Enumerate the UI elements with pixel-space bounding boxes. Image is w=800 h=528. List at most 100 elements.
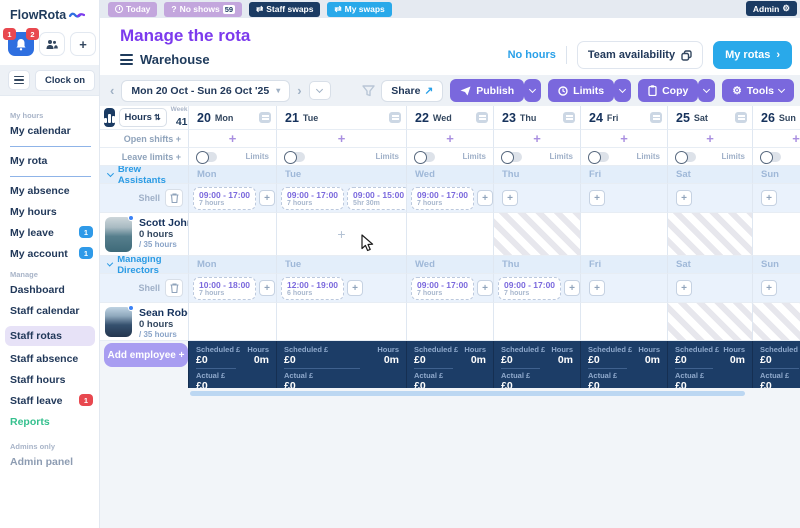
publish-button[interactable]: Publish <box>450 79 525 102</box>
my-swaps-button[interactable]: ⇄ My swaps <box>327 1 392 17</box>
hours-sort-dropdown[interactable]: Hours ⇅ <box>118 108 167 127</box>
trash-icon[interactable] <box>165 279 183 297</box>
my-rotas-button[interactable]: My rotas › <box>713 41 792 69</box>
add-shift-button[interactable]: + <box>676 280 692 296</box>
leave-limit-toggle[interactable] <box>414 151 435 164</box>
prev-week-button[interactable]: ‹ <box>110 83 115 98</box>
day-header-sat[interactable]: 25 Sat <box>667 106 752 130</box>
employee-card-scott-johnson[interactable]: Scott Johnson 0 hours / 35 hours <box>100 213 188 256</box>
section-header-brew-assistants[interactable]: Brew Assistants <box>100 166 188 184</box>
comment-icon[interactable] <box>563 112 575 123</box>
open-shift-add[interactable]: + <box>493 130 580 148</box>
team-availability-button[interactable]: Team availability <box>576 41 704 69</box>
date-range-dropdown[interactable]: Mon 20 Oct - Sun 26 Oct '25 ▾ <box>121 79 291 102</box>
shift-cell[interactable] <box>580 213 667 256</box>
leave-limit-toggle[interactable] <box>675 151 696 164</box>
employee-card-sean-robert[interactable]: Sean Robert 0 hours / 35 hours <box>100 303 188 341</box>
comment-icon[interactable] <box>476 112 488 123</box>
trash-icon[interactable] <box>165 189 183 207</box>
notifications-button[interactable]: 1 2 <box>3 28 39 56</box>
tools-button[interactable]: ⚙ Tools <box>722 79 794 102</box>
section-header-managing-directors[interactable]: Managing Directors <box>100 256 188 274</box>
add-shift-hover[interactable]: + <box>337 226 346 242</box>
day-header-thu[interactable]: 23 Thu <box>493 106 580 130</box>
open-shift-add[interactable]: + <box>188 130 276 148</box>
open-shift-add[interactable]: + <box>276 130 406 148</box>
today-button[interactable]: Today <box>108 1 158 17</box>
filter-icon[interactable] <box>362 84 375 97</box>
shift-cell[interactable] <box>580 303 667 341</box>
sidebar-item-staff-leave[interactable]: Staff leave 1 <box>10 394 99 407</box>
shift-chip[interactable]: 10:00 - 18:00 7 hours <box>193 276 257 300</box>
day-header-tue[interactable]: 21 Tue <box>276 106 406 130</box>
sidebar-item-admin-panel[interactable]: Admin panel <box>10 456 74 468</box>
add-button[interactable]: + <box>70 32 96 56</box>
day-header-wed[interactable]: 22 Wed <box>406 106 493 130</box>
add-shift-button[interactable]: + <box>676 190 692 206</box>
open-shift-add[interactable]: + <box>667 130 752 148</box>
limits-button[interactable]: Limits <box>548 79 615 102</box>
sidebar-item-my-rota[interactable]: My rota <box>10 155 48 167</box>
add-shift-button[interactable]: + <box>259 280 276 296</box>
menu-button[interactable] <box>8 70 30 90</box>
day-header-sun[interactable]: 26 Sun <box>752 106 800 130</box>
limits-link[interactable]: Limits <box>721 152 745 161</box>
week-options-button[interactable] <box>308 81 331 100</box>
shift-chip[interactable]: 09:00 - 17:00 7 hours <box>498 276 562 300</box>
open-shift-add[interactable]: + <box>406 130 493 148</box>
add-shift-button[interactable]: + <box>502 190 518 206</box>
leave-limit-toggle[interactable] <box>196 151 217 164</box>
open-shift-add[interactable]: + <box>580 130 667 148</box>
sidebar-item-my-absence[interactable]: My absence <box>10 185 70 197</box>
clock-on-button[interactable]: Clock on <box>35 69 96 91</box>
shift-cell[interactable] <box>752 213 800 256</box>
sidebar-item-dashboard[interactable]: Dashboard <box>10 284 65 296</box>
day-header-fri[interactable]: 24 Fri <box>580 106 667 130</box>
copy-menu-button[interactable] <box>698 79 716 102</box>
limits-menu-button[interactable] <box>614 79 632 102</box>
limits-link[interactable]: Limits <box>549 152 573 161</box>
limits-link[interactable]: Limits <box>462 152 486 161</box>
staff-button[interactable] <box>39 32 65 56</box>
day-header-mon[interactable]: 20 Mon <box>188 106 276 130</box>
shift-chip[interactable]: 09:00 - 17:00 7 hours <box>411 186 475 210</box>
sidebar-item-staff-hours[interactable]: Staff hours <box>10 374 66 386</box>
leave-limit-toggle[interactable] <box>760 151 781 164</box>
team-selector[interactable]: Warehouse <box>120 52 210 67</box>
add-shift-button[interactable]: + <box>347 280 364 296</box>
comment-icon[interactable] <box>735 112 747 123</box>
shift-cell[interactable] <box>406 303 493 341</box>
sidebar-item-my-calendar[interactable]: My calendar <box>10 125 71 137</box>
leave-limit-toggle[interactable] <box>284 151 305 164</box>
shift-cell[interactable] <box>188 213 276 256</box>
add-shift-button[interactable]: + <box>477 280 493 296</box>
horizontal-scrollbar[interactable] <box>190 391 745 396</box>
open-shifts-label[interactable]: Open shifts + <box>100 130 188 148</box>
shift-cell[interactable]: + <box>276 213 406 256</box>
copy-button[interactable]: Copy <box>638 79 699 102</box>
add-shift-button[interactable]: + <box>477 190 493 206</box>
shift-chip[interactable]: 09:00 - 15:00 5hr 30m <box>347 186 406 210</box>
limits-link[interactable]: Limits <box>636 152 660 161</box>
add-shift-button[interactable]: + <box>761 280 777 296</box>
limits-link[interactable]: Limits <box>245 152 269 161</box>
sidebar-item-my-account[interactable]: My account 1 <box>10 247 99 260</box>
sidebar-item-staff-absence[interactable]: Staff absence <box>10 353 79 365</box>
shift-cell[interactable] <box>188 303 276 341</box>
shift-chip[interactable]: 09:00 - 17:00 7 hours <box>281 186 345 210</box>
shift-cell[interactable] <box>493 303 580 341</box>
add-shift-button[interactable]: + <box>589 280 605 296</box>
add-shift-button[interactable]: + <box>589 190 605 206</box>
shift-chip[interactable]: 09:00 - 17:00 7 hours <box>411 276 475 300</box>
sidebar-item-staff-calendar[interactable]: Staff calendar <box>10 305 80 317</box>
leave-limits-label[interactable]: Leave limits + <box>100 148 188 166</box>
add-shift-button[interactable]: + <box>761 190 777 206</box>
shift-chip[interactable]: 09:00 - 17:00 7 hours <box>193 186 257 210</box>
comment-icon[interactable] <box>259 112 271 123</box>
add-shift-button[interactable]: + <box>564 280 580 296</box>
sidebar-item-reports[interactable]: Reports <box>10 416 50 428</box>
shift-cell[interactable] <box>406 213 493 256</box>
add-shift-button[interactable]: + <box>259 190 276 206</box>
comment-icon[interactable] <box>650 112 662 123</box>
publish-menu-button[interactable] <box>524 79 542 102</box>
